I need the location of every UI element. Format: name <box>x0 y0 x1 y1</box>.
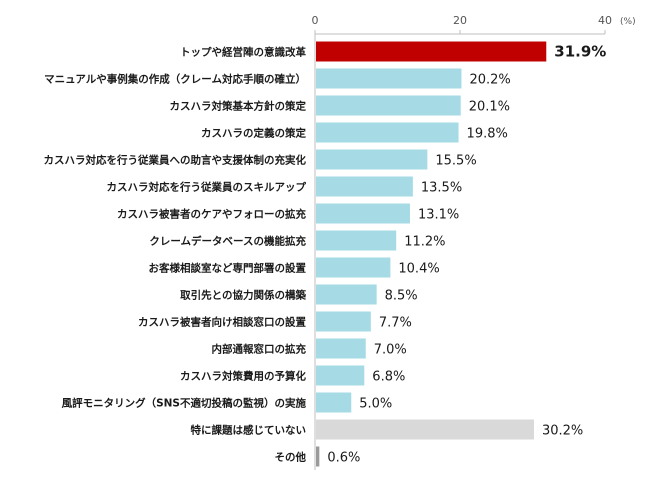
x-axis: 0 20 40 (%) <box>312 14 636 470</box>
value-label: 0.6% <box>327 451 360 466</box>
category-label: カスハラ被害者のケアやフォローの拡充 <box>117 208 306 221</box>
bar <box>316 95 461 116</box>
value-label: 15.5% <box>435 154 476 169</box>
value-label: 20.2% <box>469 73 510 88</box>
unit-label: (%) <box>620 17 636 27</box>
category-label: カスハラ被害者向け相談窓口の設置 <box>138 316 306 329</box>
category-label: マニュアルや事例集の作成（クレーム対応手順の確立） <box>44 73 306 86</box>
bar <box>316 68 462 89</box>
category-label: カスハラの定義の策定 <box>201 127 306 140</box>
category-label: 内部通報窓口の拡充 <box>212 343 307 356</box>
bar <box>316 446 320 467</box>
x-tick-label: 40 <box>598 14 612 27</box>
bar <box>316 176 413 197</box>
value-label: 13.5% <box>421 181 462 196</box>
category-label: 取引先との協力関係の構築 <box>180 289 306 302</box>
category-label: 特に課題は感じていない <box>191 424 307 437</box>
category-label: カスハラ対応を行う従業員のスキルアップ <box>107 181 307 194</box>
value-label: 7.0% <box>374 343 407 358</box>
bar <box>316 284 377 305</box>
value-label: 19.8% <box>467 127 508 142</box>
category-label: カスハラ対策基本方針の策定 <box>170 100 307 113</box>
category-label: 風評モニタリング（SNS不適切投稿の監視）の実施 <box>62 397 307 410</box>
bar <box>316 419 534 440</box>
value-label: 13.1% <box>418 208 459 223</box>
bar <box>316 203 410 224</box>
bar <box>316 338 366 359</box>
value-label: 7.7% <box>379 316 412 331</box>
value-label: 6.8% <box>372 370 405 385</box>
value-label: 31.9% <box>554 43 606 61</box>
bar <box>316 392 352 413</box>
value-label: 11.2% <box>404 235 445 250</box>
bar <box>316 149 428 170</box>
category-label: トップや経営陣の意識改革 <box>180 46 306 59</box>
value-label: 8.5% <box>385 289 418 304</box>
bars <box>316 41 547 467</box>
x-tick-label: 20 <box>453 14 467 27</box>
value-label: 20.1% <box>469 100 510 115</box>
labels: トップや経営陣の意識改革 31.9% マニュアルや事例集の作成（クレーム対応手順の確… <box>44 43 607 466</box>
category-label: カスハラ対応を行う従業員への助言や支援体制の充実化 <box>44 154 307 167</box>
x-tick-label: 0 <box>312 14 319 27</box>
category-label: カスハラ対策費用の予算化 <box>180 370 306 383</box>
category-label: その他 <box>275 451 307 464</box>
bar <box>316 311 371 332</box>
bar <box>316 365 365 386</box>
bar <box>316 230 397 251</box>
value-label: 30.2% <box>542 424 583 439</box>
bar <box>316 122 459 143</box>
bar <box>316 257 391 278</box>
category-label: クレームデータベースの機能拡充 <box>149 235 306 248</box>
value-label: 5.0% <box>359 397 392 412</box>
category-label: お客様相談室など専門部署の設置 <box>149 262 307 275</box>
bar <box>316 41 547 62</box>
value-label: 10.4% <box>398 262 439 277</box>
